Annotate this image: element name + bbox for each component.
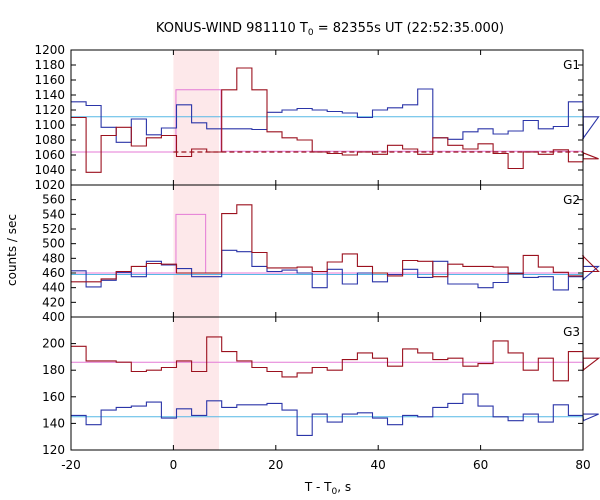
y-tick-label: 120 [42, 443, 65, 457]
y-tick-label: 1120 [34, 103, 65, 117]
x-tick-label: -20 [61, 458, 81, 472]
y-tick-label: 1200 [34, 43, 65, 57]
x-axis-label: T - T0, s [304, 480, 351, 497]
y-tick-label: 560 [42, 193, 65, 207]
y-tick-label: 440 [42, 281, 65, 295]
x-tick-label: 20 [268, 458, 283, 472]
series-blue [71, 249, 600, 291]
y-tick-label: 420 [42, 295, 65, 309]
series-red [71, 336, 600, 382]
chart-title: KONUS-WIND 981110 T0 = 82355s UT (22:52:… [156, 21, 504, 38]
panel-frame [70, 316, 584, 451]
x-tick-label: 40 [371, 458, 386, 472]
panel-frame [70, 49, 584, 186]
y-tick-label: 520 [42, 222, 65, 236]
y-tick-label: 200 [42, 337, 65, 351]
plot-area: 1020104010601080110011201140116011801200… [34, 43, 600, 472]
y-tick-label: 1180 [34, 58, 65, 72]
y-tick-label: 1100 [34, 118, 65, 132]
panel-label: G1 [563, 58, 580, 72]
x-tick-label: 60 [473, 458, 488, 472]
y-tick-label: 540 [42, 207, 65, 221]
panel-g3: 120 140 160 180 200 G3 [42, 316, 600, 457]
series-red [71, 204, 600, 283]
model-fit-line [71, 213, 583, 274]
y-tick-label: 460 [42, 266, 65, 280]
y-tick-label: 180 [42, 363, 65, 377]
y-tick-label: 480 [42, 251, 65, 265]
y-tick-label: 1160 [34, 73, 65, 87]
y-tick-label: 160 [42, 390, 65, 404]
y-tick-label: 400 [42, 310, 65, 324]
series-blue [71, 88, 600, 143]
panel-g1: 1020104010601080110011201140116011801200… [34, 43, 600, 192]
y-axis-label: counts / sec [5, 214, 19, 286]
y-tick-label: 1140 [34, 88, 65, 102]
series-red [71, 67, 599, 173]
panel-label: G3 [563, 325, 580, 339]
series-blue [71, 393, 599, 436]
panel-label: G2 [563, 193, 580, 207]
highlight-band [173, 50, 219, 450]
panel-frame [70, 184, 584, 318]
y-tick-label: 1080 [34, 133, 65, 147]
y-tick-label: 1020 [34, 178, 65, 192]
y-tick-label: 500 [42, 237, 65, 251]
model-fit-line [71, 89, 583, 153]
x-tick-label: 0 [170, 458, 178, 472]
y-tick-label: 140 [42, 416, 65, 430]
y-tick-label: 1060 [34, 148, 65, 162]
y-tick-label: 1040 [34, 163, 65, 177]
x-tick-label: 80 [575, 458, 590, 472]
